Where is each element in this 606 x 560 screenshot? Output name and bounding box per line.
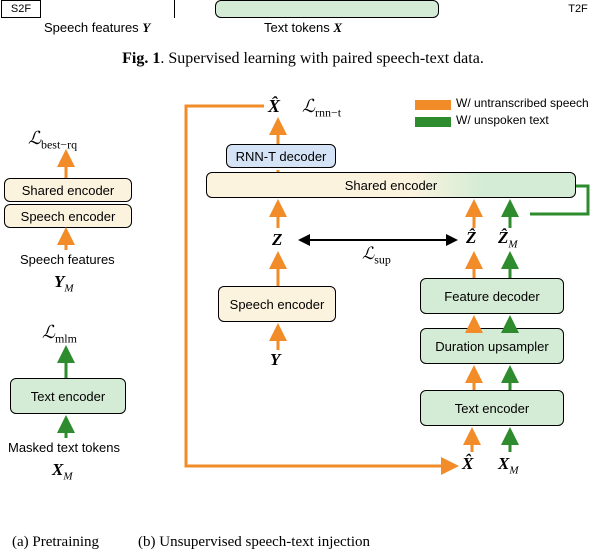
right-text-encoder: Text encoder	[420, 390, 564, 426]
s2f-box: S2F	[1, 0, 41, 18]
legend-green-label: W/ unspoken text	[456, 113, 549, 127]
rnnt-decoder: RNN-T decoder	[226, 144, 336, 168]
feature-decoder: Feature decoder	[420, 278, 564, 314]
top-divider	[174, 0, 175, 18]
right-xhat-top: X̂	[268, 96, 280, 117]
left-text-encoder: Text encoder	[10, 378, 126, 414]
subfig-b-label: (b) Unsupervised speech-text injection	[138, 534, 370, 551]
right-zhat-m: ẐM	[498, 228, 518, 250]
left-speech-features-label: Speech features	[20, 252, 115, 267]
right-speech-encoder: Speech encoder	[218, 286, 336, 322]
left-xm: XM	[52, 460, 73, 482]
legend-green-swatch	[415, 117, 451, 127]
speech-features-y-label: Speech features Y	[44, 20, 150, 36]
top-green-box	[215, 0, 439, 18]
loss-bestrq: ℒbest−rq	[28, 128, 77, 153]
right-shared-encoder: Shared encoder	[206, 172, 576, 198]
loss-mlm: ℒmlm	[42, 322, 77, 347]
right-z: Z	[272, 230, 282, 250]
left-shared-encoder: Shared encoder	[4, 178, 132, 202]
right-xhat-bottom: X̂	[462, 454, 473, 474]
t2f-box: T2F	[558, 0, 598, 18]
right-xm-bottom: XM	[498, 454, 519, 476]
legend-orange-label: W/ untranscribed speech	[456, 96, 589, 110]
left-ym: YM	[54, 272, 74, 294]
subfig-a-label: (a) Pretraining	[12, 534, 99, 551]
left-masked-text-tokens: Masked text tokens	[8, 440, 120, 455]
left-speech-encoder: Speech encoder	[4, 204, 132, 228]
fig1-caption: Fig. 1. Fig. 1. Supervised learning with…	[18, 50, 588, 68]
text-tokens-x-label: Text tokens X	[264, 20, 342, 36]
duration-upsampler: Duration upsampler	[420, 328, 564, 364]
right-zhat: Ẑ	[466, 228, 476, 248]
right-y: Y	[270, 350, 280, 370]
legend-orange-swatch	[415, 100, 451, 110]
loss-rnnt: ℒrnn−t	[302, 96, 341, 121]
loss-sup: ℒsup	[362, 244, 391, 267]
